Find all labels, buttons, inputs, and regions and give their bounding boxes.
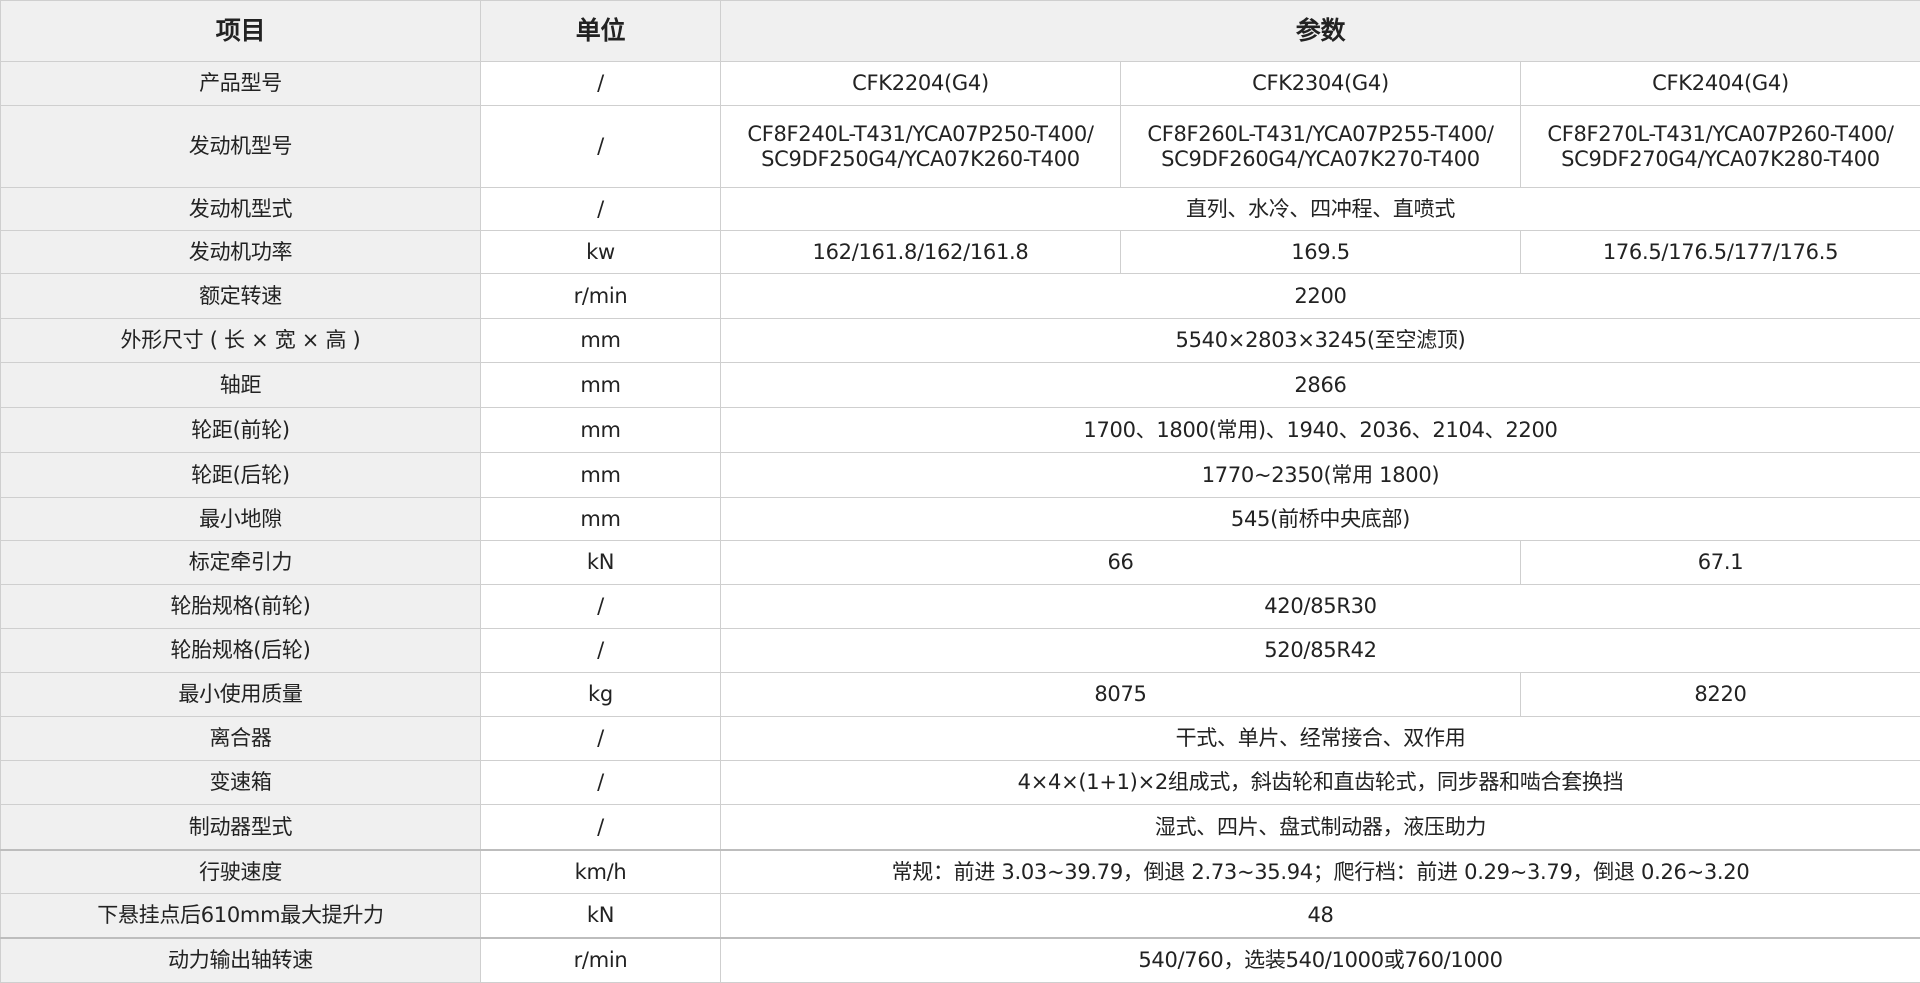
row-item: 发动机型式 xyxy=(1,188,481,231)
row-unit: mm xyxy=(481,408,721,453)
row-unit: km/h xyxy=(481,850,721,894)
row-value: 5540×2803×3245(至空滤顶) xyxy=(721,319,1920,363)
table-row: 制动器型式/湿式、四片、盘式制动器，液压助力 xyxy=(1,805,1920,850)
row-unit: mm xyxy=(481,319,721,363)
row-value: 湿式、四片、盘式制动器，液压助力 xyxy=(721,805,1920,850)
table-row: 发动机型式/直列、水冷、四冲程、直喷式 xyxy=(1,188,1920,231)
row-value: CFK2304(G4) xyxy=(1121,62,1521,106)
row-item: 产品型号 xyxy=(1,62,481,106)
row-unit: / xyxy=(481,805,721,850)
table-row: 轮胎规格(前轮)/420/85R30 xyxy=(1,585,1920,629)
row-item: 轮胎规格(后轮) xyxy=(1,629,481,673)
row-value: 1770~2350(常用 1800) xyxy=(721,453,1920,498)
row-item: 下悬挂点后610mm最大提升力 xyxy=(1,894,481,938)
row-value: 520/85R42 xyxy=(721,629,1920,673)
row-unit: mm xyxy=(481,498,721,541)
row-value: 8220 xyxy=(1521,673,1920,717)
row-value: 176.5/176.5/177/176.5 xyxy=(1521,231,1920,274)
row-item: 轮距(前轮) xyxy=(1,408,481,453)
row-value: 420/85R30 xyxy=(721,585,1920,629)
table-row: 变速箱/4×4×(1+1)×2组成式，斜齿轮和直齿轮式，同步器和啮合套换挡 xyxy=(1,761,1920,805)
row-value: CF8F240L-T431/YCA07P250-T400/ SC9DF250G4… xyxy=(721,106,1121,188)
table-header-row: 项目 单位 参数 xyxy=(1,1,1920,62)
table-row: 离合器/干式、单片、经常接合、双作用 xyxy=(1,717,1920,761)
row-unit: kw xyxy=(481,231,721,274)
row-value: 162/161.8/162/161.8 xyxy=(721,231,1121,274)
row-item: 发动机功率 xyxy=(1,231,481,274)
row-item: 变速箱 xyxy=(1,761,481,805)
row-item: 发动机型号 xyxy=(1,106,481,188)
row-unit: / xyxy=(481,106,721,188)
row-item: 制动器型式 xyxy=(1,805,481,850)
row-unit: mm xyxy=(481,453,721,498)
row-item: 动力输出轴转速 xyxy=(1,938,481,983)
row-unit: / xyxy=(481,761,721,805)
row-unit: / xyxy=(481,188,721,231)
header-params: 参数 xyxy=(721,1,1920,62)
row-unit: kg xyxy=(481,673,721,717)
row-unit: r/min xyxy=(481,938,721,983)
row-item: 轮距(后轮) xyxy=(1,453,481,498)
header-item: 项目 xyxy=(1,1,481,62)
row-unit: / xyxy=(481,62,721,106)
row-item: 行驶速度 xyxy=(1,850,481,894)
row-value: CFK2204(G4) xyxy=(721,62,1121,106)
row-unit: mm xyxy=(481,363,721,408)
row-unit: / xyxy=(481,629,721,673)
row-value: 常规：前进 3.03~39.79，倒退 2.73~35.94；爬行档：前进 0.… xyxy=(721,850,1920,894)
row-unit: kN xyxy=(481,541,721,585)
row-value: 干式、单片、经常接合、双作用 xyxy=(721,717,1920,761)
row-value: 2200 xyxy=(721,274,1920,319)
row-unit: / xyxy=(481,717,721,761)
row-item: 额定转速 xyxy=(1,274,481,319)
row-item: 标定牵引力 xyxy=(1,541,481,585)
row-value: CF8F270L-T431/YCA07P260-T400/ SC9DF270G4… xyxy=(1521,106,1920,188)
row-value: 8075 xyxy=(721,673,1521,717)
row-value: CFK2404(G4) xyxy=(1521,62,1920,106)
row-item: 最小地隙 xyxy=(1,498,481,541)
row-unit: r/min xyxy=(481,274,721,319)
row-value: 169.5 xyxy=(1121,231,1521,274)
table-row: 产品型号/CFK2204(G4)CFK2304(G4)CFK2404(G4) xyxy=(1,62,1920,106)
row-item: 最小使用质量 xyxy=(1,673,481,717)
row-value: 67.1 xyxy=(1521,541,1920,585)
row-unit: / xyxy=(481,585,721,629)
row-value: 66 xyxy=(721,541,1521,585)
row-item: 轮胎规格(前轮) xyxy=(1,585,481,629)
row-item: 离合器 xyxy=(1,717,481,761)
row-value: 540/760，选装540/1000或760/1000 xyxy=(721,938,1920,983)
row-value: 4×4×(1+1)×2组成式，斜齿轮和直齿轮式，同步器和啮合套换挡 xyxy=(721,761,1920,805)
row-value: CF8F260L-T431/YCA07P255-T400/ SC9DF260G4… xyxy=(1121,106,1521,188)
header-unit: 单位 xyxy=(481,1,721,62)
row-value: 1700、1800(常用)、1940、2036、2104、2200 xyxy=(721,408,1920,453)
row-unit: kN xyxy=(481,894,721,938)
row-value: 2866 xyxy=(721,363,1920,408)
row-value: 48 xyxy=(721,894,1920,938)
row-item: 外形尺寸 ( 长 × 宽 × 高 ) xyxy=(1,319,481,363)
row-value: 545(前桥中央底部) xyxy=(721,498,1920,541)
table-row: 发动机型号/CF8F240L-T431/YCA07P250-T400/ SC9D… xyxy=(1,106,1920,188)
row-value: 直列、水冷、四冲程、直喷式 xyxy=(721,188,1920,231)
row-item: 轴距 xyxy=(1,363,481,408)
table-row: 轮胎规格(后轮)/520/85R42 xyxy=(1,629,1920,673)
